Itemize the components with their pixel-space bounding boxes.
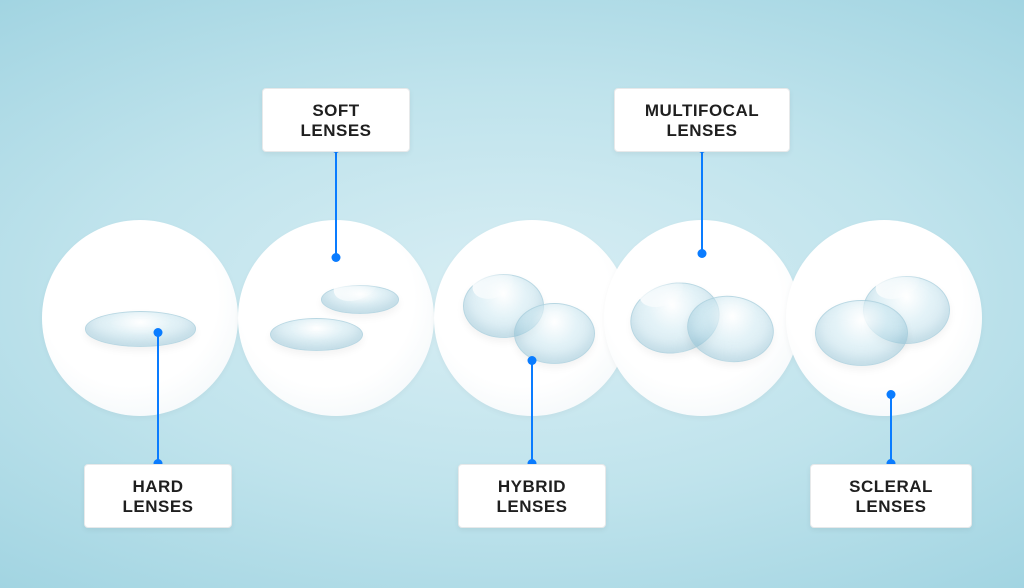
label-soft-line2: LENSES — [300, 121, 371, 140]
label-multifocal-line2: LENSES — [666, 121, 737, 140]
circle-scleral — [786, 220, 982, 416]
lens-soft-icon — [261, 263, 411, 373]
label-scleral-line2: LENSES — [855, 497, 926, 516]
connector-scleral — [890, 394, 892, 464]
circle-hard — [42, 220, 238, 416]
label-hybrid-line2: LENSES — [496, 497, 567, 516]
label-soft-line1: SOFT — [312, 101, 359, 120]
connector-hybrid — [531, 360, 533, 464]
label-hard: HARD LENSES — [84, 464, 232, 528]
label-multifocal: MULTIFOCAL LENSES — [614, 88, 790, 152]
lens-scleral-icon — [809, 263, 959, 373]
connector-multifocal — [701, 148, 703, 254]
label-multifocal-line1: MULTIFOCAL — [645, 101, 759, 120]
label-scleral: SCLERAL LENSES — [810, 464, 972, 528]
label-hard-line1: HARD — [132, 477, 183, 496]
label-hybrid-line1: HYBRID — [498, 477, 566, 496]
connector-soft — [335, 148, 337, 258]
lens-hard-icon — [65, 263, 215, 373]
lens-multifocal-icon — [627, 263, 777, 373]
connector-hard — [157, 332, 159, 464]
label-soft: SOFT LENSES — [262, 88, 410, 152]
label-hybrid: HYBRID LENSES — [458, 464, 606, 528]
label-scleral-line1: SCLERAL — [849, 477, 933, 496]
label-hard-line2: LENSES — [122, 497, 193, 516]
